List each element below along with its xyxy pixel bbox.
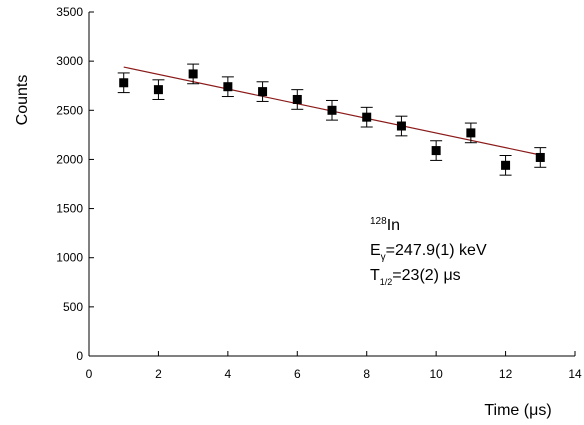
x-tick-label: 4	[225, 367, 232, 381]
x-tick-label: 14	[568, 367, 582, 381]
point	[119, 78, 129, 88]
point	[153, 85, 163, 95]
x-axis-label: Time (μs)	[484, 402, 551, 419]
point	[292, 94, 302, 104]
annotation-text: In	[387, 217, 400, 234]
annotation: Eγ=247.9(1) keV	[370, 242, 487, 263]
annotation-text: =23(2) μs	[392, 267, 460, 284]
x-tick-label: 12	[499, 367, 513, 381]
y-tick-label: 2000	[56, 152, 83, 166]
annotation-text: T	[370, 267, 380, 284]
y-axis-label: Counts	[14, 75, 31, 126]
point	[188, 69, 198, 79]
y-tick-label: 1000	[56, 251, 83, 265]
x-tick-label: 2	[155, 367, 162, 381]
y-tick-label: 2500	[56, 103, 83, 117]
point	[327, 105, 337, 115]
annotation-sub: 1/2	[380, 277, 393, 287]
x-tick-label: 0	[86, 367, 93, 381]
point	[223, 82, 233, 92]
y-tick-label: 500	[63, 300, 83, 314]
point	[396, 121, 406, 131]
annotation-text: =247.9(1) keV	[386, 242, 487, 259]
point	[466, 128, 476, 138]
annotation: T1/2=23(2) μs	[370, 267, 461, 287]
y-tick-label: 1500	[56, 202, 83, 216]
point	[535, 152, 545, 162]
y-tick-label: 0	[76, 349, 83, 363]
x-tick-label: 8	[363, 367, 370, 381]
point	[431, 146, 441, 156]
point	[501, 160, 511, 170]
y-tick-label: 3000	[56, 54, 83, 68]
annotation-sup: 128	[370, 216, 387, 227]
point	[258, 87, 268, 97]
point	[362, 112, 372, 122]
annotation: 128In	[370, 216, 400, 234]
annotation-sub: γ	[381, 252, 386, 263]
x-tick-label: 10	[429, 367, 443, 381]
y-tick-label: 3500	[56, 5, 83, 19]
x-tick-label: 6	[294, 367, 301, 381]
annotation-text: E	[370, 242, 381, 259]
